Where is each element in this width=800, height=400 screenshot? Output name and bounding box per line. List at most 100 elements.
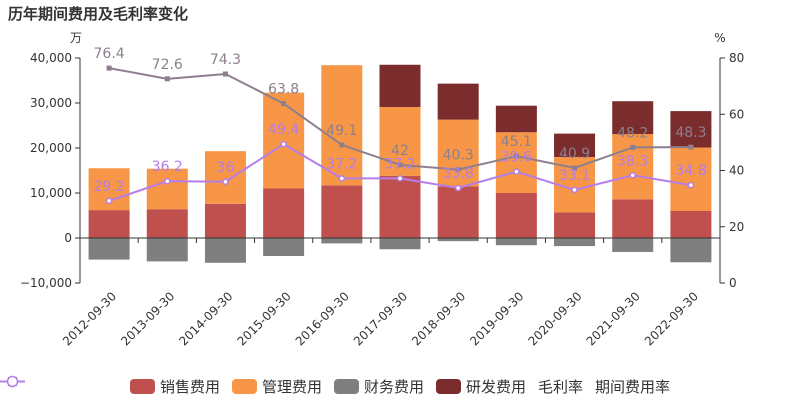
bar-segment-finance (495, 238, 537, 246)
bar-segment-admin (263, 92, 305, 189)
gross-margin-data-label: 72.6 (152, 57, 183, 73)
left-axis-tick-label: 10,000 (30, 186, 72, 200)
bar-segment-rd (495, 105, 537, 133)
x-axis-tick-label: 2017-09-30 (351, 289, 410, 348)
bar-segment-sales (321, 185, 363, 238)
bar-segment-rd (670, 111, 712, 148)
gross-margin-point (222, 71, 228, 77)
gross-margin-point (572, 165, 578, 171)
expense-rate-data-label: 36 (217, 160, 235, 176)
legend-item-finance[interactable]: 财务费用 (333, 376, 424, 397)
expense-rate-data-label: 36.2 (152, 159, 183, 175)
bar-segment-admin (612, 134, 654, 200)
expense-rate-point (454, 184, 462, 192)
bar-segment-sales (612, 199, 654, 238)
bar-segment-sales (437, 186, 479, 238)
expense-rate-data-label: 33.1 (559, 168, 590, 184)
bar-segment-sales (670, 211, 712, 238)
gross-margin-data-label: 63.8 (268, 82, 299, 98)
bar-segment-admin (321, 65, 363, 186)
gross-margin-point (164, 76, 170, 82)
expense-rate-data-label: 49.4 (268, 122, 299, 138)
left-axis-tick-label: 40,000 (30, 51, 72, 65)
bar-segment-finance (379, 238, 421, 250)
x-axis-tick-label: 2014-09-30 (176, 289, 235, 348)
x-axis-tick-label: 2013-09-30 (118, 289, 177, 348)
expense-rate-point (222, 178, 229, 185)
expense-rate-point (687, 181, 695, 189)
expense-rate-point (105, 197, 113, 205)
bar-segment-finance (670, 238, 712, 263)
left-axis-tick-label: 0 (64, 231, 72, 245)
bar-segment-rd (612, 101, 654, 135)
bar-segment-sales (263, 188, 305, 238)
legend-swatch-finance (333, 378, 359, 394)
legend-item-rd[interactable]: 研发费用 (436, 376, 526, 397)
gross-margin-data-label: 48.2 (617, 125, 648, 141)
x-axis-tick-label: 2016-09-30 (293, 289, 352, 348)
bar-segment-admin (204, 151, 246, 204)
legend-swatch-admin (231, 378, 257, 394)
right-axis-tick-label: 0 (729, 276, 737, 290)
left-axis-unit: 万 (70, 31, 82, 45)
legend-item-admin[interactable]: 管理费用 (231, 376, 322, 397)
expense-rate-point (338, 175, 346, 182)
gross-margin-point (513, 153, 519, 159)
gross-margin-point (339, 142, 345, 148)
expense-rate-point (280, 140, 287, 148)
gross-margin-point (688, 144, 694, 150)
gross-margin-data-label: 45.1 (501, 134, 532, 150)
x-axis-tick-label: 2021-09-30 (584, 289, 643, 348)
bar-segment-finance (204, 238, 246, 263)
bar-segment-finance (612, 238, 654, 252)
bar-segment-finance (321, 238, 363, 244)
expense-rate-data-label: 38.3 (617, 153, 648, 169)
expense-rate-data-label: 39.6 (501, 150, 532, 166)
bar-segment-admin (670, 147, 712, 211)
legend-label-admin: 管理费用 (261, 377, 322, 396)
legend-swatch-rd (436, 378, 461, 394)
legend-swatch-sales (129, 378, 155, 394)
legend-label-rd: 研发费用 (466, 377, 527, 396)
bar-segment-rd (437, 83, 479, 120)
left-axis-tick-label: −10,000 (20, 276, 72, 290)
gross-margin-point (455, 167, 461, 173)
bar-segment-sales (379, 175, 421, 238)
expense-rate-point (513, 168, 520, 175)
gross-margin-data-label: 76.4 (94, 46, 125, 62)
legend-label-gross-margin: 毛利率 (538, 377, 584, 396)
legend-item-sales[interactable]: 销售费用 (129, 376, 220, 397)
x-axis-tick-label: 2022-09-30 (642, 289, 701, 348)
gross-margin-data-label: 48.3 (675, 125, 706, 141)
left-axis-tick-label: 20,000 (30, 141, 72, 155)
bar-segment-finance (437, 238, 479, 242)
bar-segment-sales (495, 193, 537, 238)
legend-item-gross-margin[interactable]: 毛利率 (0, 376, 584, 397)
bar-segment-finance (146, 238, 188, 262)
right-axis-tick-label: 20 (729, 220, 744, 234)
expense-rate-data-label: 34.8 (675, 163, 706, 179)
gross-margin-point (397, 162, 403, 168)
gross-margin-data-label: 74.3 (210, 52, 241, 68)
gross-margin-point (106, 65, 112, 71)
bar-segment-finance (263, 238, 305, 256)
bar-segment-sales (88, 210, 130, 238)
bar-segment-finance (88, 238, 130, 260)
expense-rate-data-label: 33.8 (443, 166, 474, 182)
expense-rate-data-label: 29.2 (94, 179, 125, 195)
bar-segment-finance (554, 238, 596, 247)
x-axis-tick-label: 2012-09-30 (60, 289, 119, 348)
bar-segment-admin (437, 119, 479, 187)
legend-label-sales: 销售费用 (159, 377, 220, 396)
chart-title: 历年期间费用及毛利率变化 (8, 5, 189, 23)
x-axis-tick-label: 2018-09-30 (409, 289, 468, 348)
expense-rate-point (164, 177, 171, 185)
bar-segment-admin (495, 132, 537, 193)
legend-item-expense-rate[interactable]: 期间费用率 (0, 375, 670, 397)
x-axis-tick-label: 2015-09-30 (235, 289, 294, 348)
expense-rate-data-label: 37.2 (384, 156, 415, 172)
x-axis-tick-label: 2019-09-30 (467, 289, 526, 348)
chart-legend: 销售费用 管理费用 财务费用 研发费用 毛利率 期间费用率 (0, 374, 800, 398)
gross-margin-data-label: 42 (391, 143, 409, 159)
